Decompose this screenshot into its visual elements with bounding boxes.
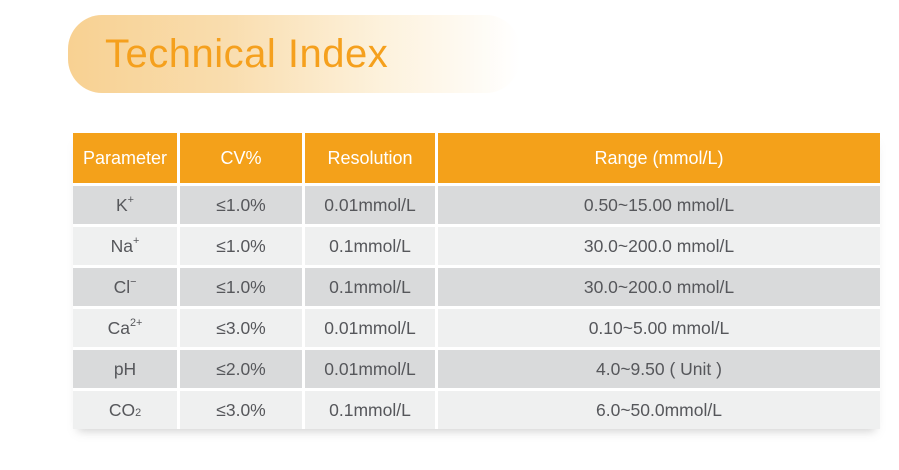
- cell-resolution: 0.1mmol/L: [305, 227, 435, 265]
- column-header-resolution: Resolution: [305, 133, 435, 183]
- cell-parameter: CO 2: [73, 391, 177, 429]
- page-title: Technical Index: [105, 32, 389, 76]
- parameter-symbol: Cl: [113, 276, 131, 297]
- parameter-symbol: Na: [110, 235, 134, 256]
- cell-parameter: Na +: [73, 227, 177, 265]
- cell-cv: ≤1.0%: [180, 227, 302, 265]
- cell-range: 0.10~5.00 mmol/L: [438, 309, 880, 347]
- technical-index-table: Parameter CV% Resolution Range (mmol/L) …: [73, 133, 880, 429]
- cell-range: 30.0~200.0 mmol/L: [438, 268, 880, 306]
- cell-range: 6.0~50.0mmol/L: [438, 391, 880, 429]
- cell-parameter: pH: [73, 350, 177, 388]
- column-header-range: Range (mmol/L): [438, 133, 880, 183]
- cell-cv: ≤3.0%: [180, 309, 302, 347]
- parameter-symbol: K: [115, 194, 128, 215]
- cell-range: 30.0~200.0 mmol/L: [438, 227, 880, 265]
- title-banner: Technical Index: [68, 15, 520, 93]
- cell-resolution: 0.01mmol/L: [305, 186, 435, 224]
- cell-cv: ≤1.0%: [180, 186, 302, 224]
- cell-resolution: 0.01mmol/L: [305, 309, 435, 347]
- cell-resolution: 0.1mmol/L: [305, 268, 435, 306]
- cell-range: 4.0~9.50 ( Unit ): [438, 350, 880, 388]
- cell-resolution: 0.01mmol/L: [305, 350, 435, 388]
- cell-cv: ≤1.0%: [180, 268, 302, 306]
- parameter-symbol: Ca: [107, 317, 130, 338]
- cell-cv: ≤2.0%: [180, 350, 302, 388]
- parameter-symbol: CO: [108, 399, 136, 420]
- cell-cv: ≤3.0%: [180, 391, 302, 429]
- cell-parameter: Ca 2+: [73, 309, 177, 347]
- column-header-parameter: Parameter: [73, 133, 177, 183]
- parameter-symbol: pH: [113, 358, 137, 379]
- column-header-cv: CV%: [180, 133, 302, 183]
- cell-parameter: K +: [73, 186, 177, 224]
- cell-resolution: 0.1mmol/L: [305, 391, 435, 429]
- cell-parameter: Cl −: [73, 268, 177, 306]
- cell-range: 0.50~15.00 mmol/L: [438, 186, 880, 224]
